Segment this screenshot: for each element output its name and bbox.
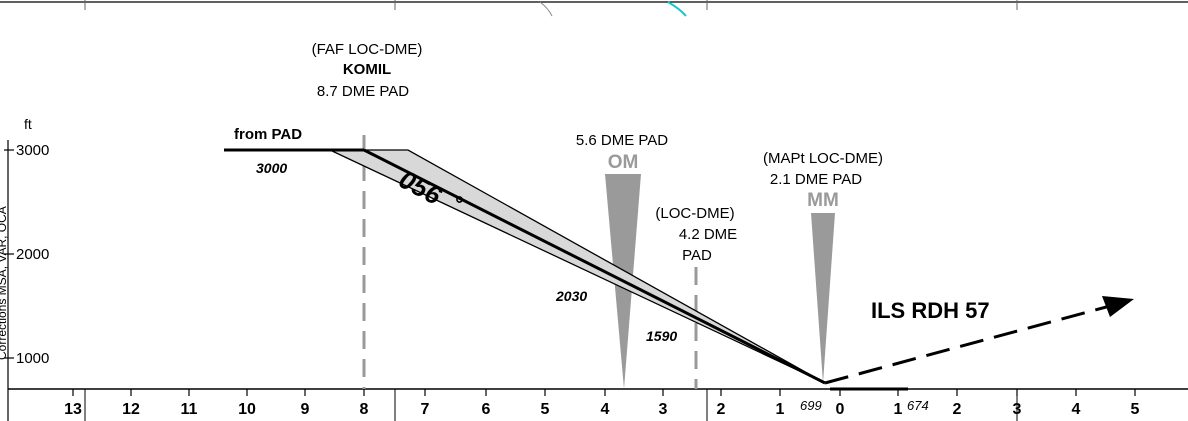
distance-label: 3	[659, 401, 668, 418]
mm-label: MM	[807, 190, 839, 211]
end-altitude: 674	[907, 398, 929, 413]
om-label: OM	[608, 152, 639, 173]
faf-dme-label: 8.7 DME PAD	[317, 83, 409, 100]
top-arc-gray	[539, 1, 553, 17]
distance-label: 1	[894, 401, 903, 418]
missed-approach-arrowhead	[1102, 296, 1134, 317]
altitude-label-1000: 1000	[16, 350, 49, 367]
loc-dme-line1: 4.2 DME	[679, 226, 737, 243]
om-altitude: 2030	[555, 288, 587, 304]
distance-label: 7	[421, 401, 430, 418]
ils-rdh-label: ILS RDH 57	[871, 298, 990, 323]
loc-dme-type-label: (LOC-DME)	[655, 205, 734, 222]
mapt-type-label: (MAPt LOC-DME)	[763, 150, 883, 167]
side-label: Corrections MSA, VAR, OCA	[0, 206, 9, 360]
distance-label: 2	[717, 401, 726, 418]
distance-label: 4	[1072, 401, 1081, 418]
distance-label: 5	[1131, 401, 1140, 418]
distance-label: 9	[301, 401, 310, 418]
mm-marker-cone	[811, 213, 835, 383]
distance-label: 11	[181, 401, 198, 418]
altitude-label-3000: 3000	[16, 142, 49, 159]
distance-label: 3	[1013, 401, 1022, 418]
faf-type-label: (FAF LOC-DME)	[312, 41, 423, 58]
distance-label: 4	[601, 401, 610, 418]
altitude-label-2000: 2000	[16, 246, 49, 263]
distance-label: 2	[953, 401, 962, 418]
distance-ticks	[72, 389, 1136, 421]
distance-label: 13	[64, 401, 82, 418]
distance-label: 0	[836, 401, 845, 418]
from-pad-altitude: 3000	[256, 160, 287, 176]
loc-dme-line2: PAD	[682, 247, 712, 264]
missed-approach-path	[824, 304, 1111, 385]
from-pad-label: from PAD	[234, 126, 302, 143]
top-arc-cyan	[667, 1, 687, 17]
om-dme-label: 5.6 DME PAD	[576, 132, 668, 149]
descent-wedge	[329, 149, 826, 384]
unit-label: ft	[24, 116, 32, 132]
faf-name-label: KOMIL	[343, 61, 391, 78]
distance-label: 6	[482, 401, 491, 418]
mapt-dme-label: 2.1 DME PAD	[770, 171, 862, 188]
threshold-altitude: 699	[800, 398, 822, 413]
distance-labels: 13 12 11 10 9 8 7 6 5 4 3 2 1 0 1 2 3 4 5	[64, 401, 1139, 418]
distance-label: 12	[122, 401, 140, 418]
distance-label: 10	[238, 401, 256, 418]
fix-altitude: 1590	[646, 328, 677, 344]
distance-label: 8	[360, 401, 369, 418]
distance-label: 1	[776, 401, 785, 418]
glide-path	[363, 148, 826, 385]
distance-label: 5	[541, 401, 550, 418]
